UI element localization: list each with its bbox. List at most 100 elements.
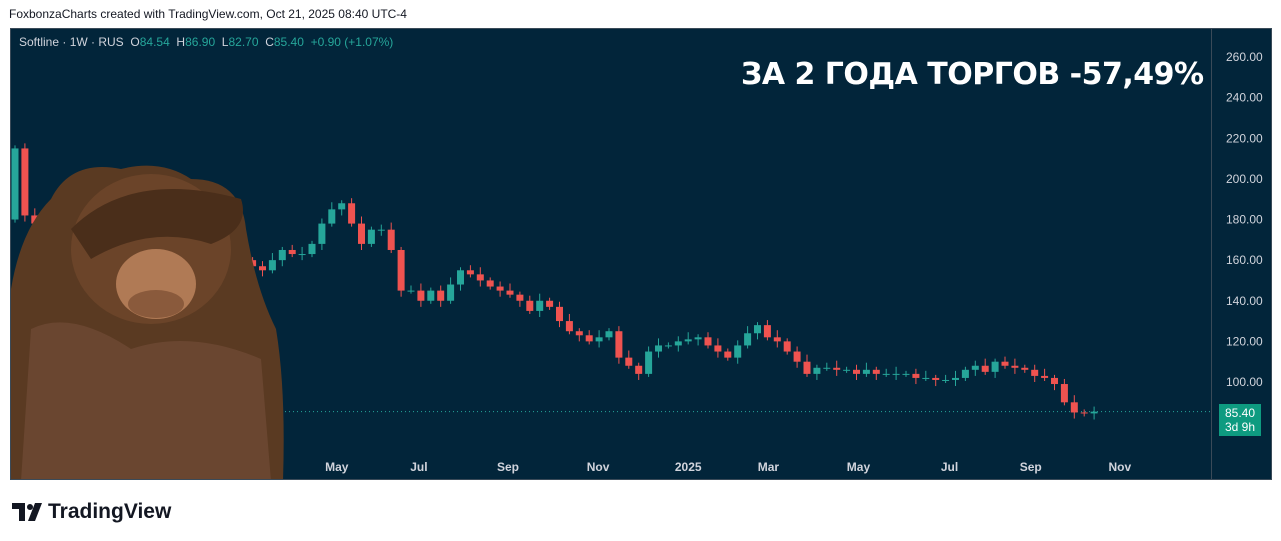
candle-body	[298, 254, 306, 256]
candle-body	[506, 290, 514, 295]
candle-body	[635, 365, 643, 374]
candle-body	[585, 335, 593, 342]
candle-body	[546, 300, 554, 307]
candle-body	[526, 300, 534, 311]
last-price: 85.40	[1225, 406, 1256, 420]
candle-body	[288, 249, 296, 255]
candle-body	[754, 325, 761, 334]
candle-body	[773, 337, 781, 342]
candle-body	[902, 373, 910, 375]
x-tick-label: Nov	[1109, 460, 1132, 474]
candle-body	[645, 351, 653, 374]
candle-body	[1041, 375, 1049, 378]
x-tick-label: May	[325, 460, 349, 474]
candle-body	[308, 243, 316, 255]
candle-body	[1011, 365, 1019, 368]
candle-body	[259, 266, 266, 271]
candle-body	[575, 331, 583, 336]
y-tick-label: 100.00	[1226, 375, 1263, 389]
candle-body	[358, 223, 365, 244]
x-tick-label: Mar	[758, 460, 780, 474]
candle-body	[724, 351, 732, 358]
candle-body	[882, 373, 890, 375]
candle-body	[447, 284, 455, 301]
candle-body	[803, 361, 811, 374]
candle-body	[813, 367, 821, 374]
candle-body	[1051, 377, 1058, 385]
logo-text: TradingView	[48, 500, 172, 523]
candle-body	[1090, 411, 1098, 414]
candle-body	[952, 377, 959, 380]
candle-body	[318, 223, 326, 244]
candle-body	[664, 345, 672, 347]
candle-body	[684, 339, 692, 342]
y-tick-label: 260.00	[1226, 50, 1263, 64]
candle-body	[674, 341, 682, 346]
candle-body	[843, 369, 851, 371]
candle-body	[21, 148, 29, 216]
candle-body	[892, 373, 900, 375]
candle-body	[734, 345, 742, 358]
candle-body	[536, 300, 544, 311]
candle-body	[744, 333, 752, 346]
candle-body	[437, 290, 445, 301]
close-label: C	[265, 35, 274, 49]
candle-body	[1001, 361, 1009, 366]
candle-body	[961, 369, 969, 378]
bar-countdown: 3d 9h	[1225, 420, 1256, 434]
price-axis-divider	[1211, 29, 1212, 479]
x-tick-label: Sep	[497, 460, 519, 474]
candle-body	[971, 365, 979, 370]
candle-body	[1080, 412, 1088, 414]
candle-body	[1021, 367, 1029, 370]
candle-body	[714, 345, 722, 352]
candle-body	[793, 351, 801, 362]
candle-body	[833, 367, 841, 370]
candle-body	[981, 365, 989, 372]
ohlc-legend: Softline · 1W · RUS O84.54 H86.90 L82.70…	[19, 35, 393, 49]
headline-annotation: ЗА 2 ГОДА ТОРГОВ -57,49%	[741, 57, 1204, 92]
candle-body	[823, 367, 831, 369]
candle-body	[397, 249, 405, 291]
candle-body	[387, 229, 395, 250]
candle-body	[457, 270, 464, 285]
monkey-image	[11, 165, 284, 479]
x-tick-label: Jul	[941, 460, 958, 474]
chart-area[interactable]: 260.00 240.00 220.00 200.00 180.00 160.00 140.…	[10, 28, 1272, 480]
close-value: 85.40	[273, 35, 304, 49]
x-tick-label: Sep	[1020, 460, 1042, 474]
candle-body	[872, 369, 880, 374]
y-tick-label: 240.00	[1226, 91, 1263, 105]
tradingview-logo[interactable]: TradingView	[12, 500, 171, 524]
candle-body	[516, 294, 524, 301]
candle-body	[31, 215, 39, 224]
candle-body	[417, 290, 425, 301]
change-value: +0.90 (+1.07%)	[310, 35, 394, 49]
x-tick-label: Jul	[410, 460, 427, 474]
candle-body	[615, 331, 623, 358]
last-price-tag: 85.40 3d 9h	[1219, 404, 1262, 436]
candle-body	[932, 377, 940, 380]
open-value: 84.54	[139, 35, 170, 49]
candle-body	[556, 306, 563, 322]
chart-credit: FoxbonzaCharts created with TradingView.…	[9, 7, 407, 21]
low-label: L	[221, 35, 229, 49]
candle-body	[1031, 369, 1039, 376]
candle-body	[922, 377, 930, 379]
candle-body	[783, 341, 791, 352]
candle-body	[407, 290, 415, 292]
candle-body	[11, 148, 19, 220]
y-tick-label: 140.00	[1226, 294, 1263, 308]
candle-body	[704, 337, 712, 346]
y-tick-label: 200.00	[1226, 172, 1263, 186]
candle-body	[348, 203, 356, 224]
candle-body	[486, 280, 494, 287]
candle-body	[476, 274, 484, 281]
candle-body	[862, 369, 870, 374]
candle-body	[763, 325, 771, 338]
candle-body	[466, 270, 474, 275]
high-value: 86.90	[185, 35, 216, 49]
candle-body	[912, 373, 920, 378]
candle-body	[625, 357, 633, 366]
candle-body	[427, 290, 435, 301]
